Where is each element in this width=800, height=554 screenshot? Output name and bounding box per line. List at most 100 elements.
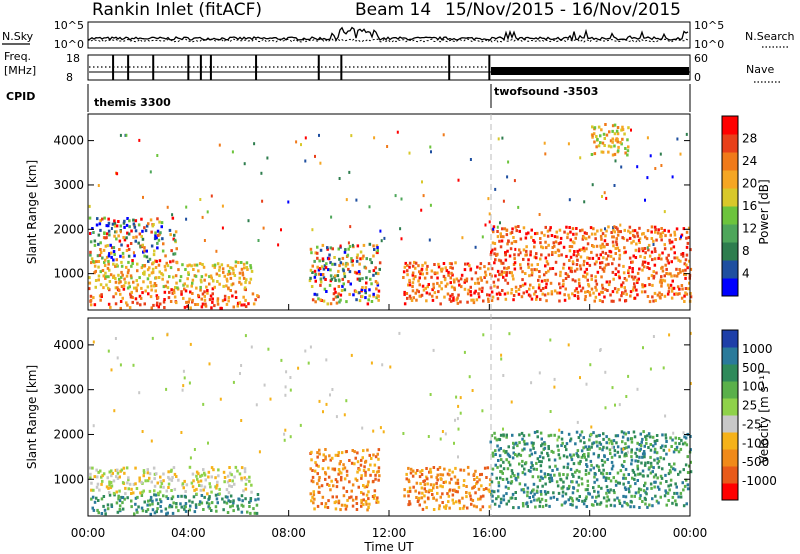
velocity-cell xyxy=(566,462,570,466)
velocity-cell xyxy=(322,453,325,457)
power-cell xyxy=(547,269,550,273)
power-cell xyxy=(211,300,214,304)
power-cell xyxy=(364,266,368,270)
power-cell xyxy=(234,290,238,294)
velocity-cell xyxy=(376,496,379,500)
velocity-cell xyxy=(134,482,137,486)
power-cell xyxy=(530,273,534,277)
velocity-cell xyxy=(502,498,506,502)
velocity-cell xyxy=(595,478,599,482)
power-cell xyxy=(681,287,684,291)
power-cell xyxy=(653,257,657,261)
power-cell xyxy=(143,302,146,306)
power-cell xyxy=(644,235,647,239)
velocity-cell xyxy=(240,466,244,470)
power-cell xyxy=(148,273,151,277)
velocity-cell xyxy=(523,467,526,471)
power-cell xyxy=(558,299,561,303)
power-cell xyxy=(676,256,679,260)
velocity-cell xyxy=(638,443,641,446)
power-cell xyxy=(327,268,330,272)
velocity-cell xyxy=(529,500,533,504)
power-cell xyxy=(396,130,399,134)
velocity-cell xyxy=(228,471,232,475)
power-cell xyxy=(688,259,691,263)
power-cell xyxy=(408,283,412,287)
velocity-cell xyxy=(104,512,107,516)
velocity-cell xyxy=(252,507,255,511)
velocity-cell xyxy=(135,487,139,490)
velocity-cell xyxy=(407,494,410,498)
power-cell xyxy=(130,276,133,280)
velocity-cell xyxy=(167,486,170,489)
power-cell xyxy=(570,270,574,274)
power-ylabel: Slant Range [km] xyxy=(25,160,39,264)
velocity-cell xyxy=(482,333,485,337)
velocity-cell xyxy=(483,466,487,470)
power-cell xyxy=(364,291,367,295)
power-cell xyxy=(108,268,111,272)
power-cell xyxy=(183,305,187,309)
velocity-cell xyxy=(156,507,159,511)
power-cell xyxy=(129,242,133,245)
power-cell xyxy=(565,254,568,258)
power-cell xyxy=(347,241,350,245)
power-cell xyxy=(593,152,597,156)
power-cell xyxy=(579,229,582,233)
velocity-cell xyxy=(225,501,229,505)
power-cell xyxy=(206,289,209,292)
power-cell xyxy=(196,303,200,306)
velocity-cell xyxy=(599,442,603,446)
velocity-cell xyxy=(584,497,588,501)
power-cell xyxy=(115,263,118,267)
velocity-cell xyxy=(473,478,476,481)
velocity-cell xyxy=(510,400,513,404)
power-cell xyxy=(104,258,107,262)
velocity-cell xyxy=(199,488,203,492)
velocity-cell xyxy=(255,403,258,407)
power-cell xyxy=(651,258,654,262)
power-cell xyxy=(682,227,686,231)
power-cell xyxy=(612,226,615,230)
power-cell xyxy=(525,232,528,236)
velocity-cell xyxy=(632,505,636,509)
power-cell xyxy=(211,297,214,301)
power-cell xyxy=(338,257,341,261)
velocity-cell xyxy=(497,495,500,499)
velocity-cell xyxy=(373,463,377,467)
power-cell xyxy=(499,292,502,296)
power-cell xyxy=(559,241,562,245)
power-cell xyxy=(506,249,509,253)
velocity-cell xyxy=(575,480,578,484)
velocity-cell xyxy=(615,441,618,445)
velocity-cell xyxy=(511,471,514,475)
power-cell xyxy=(240,267,244,271)
power-cell xyxy=(126,271,130,275)
power-cell xyxy=(237,261,240,264)
velocity-cell xyxy=(204,478,207,482)
velocity-cell xyxy=(612,439,616,443)
power-cell xyxy=(135,286,138,290)
velocity-cell xyxy=(606,489,610,492)
power-cell xyxy=(614,273,617,276)
velocity-cell xyxy=(491,499,494,503)
power-cell xyxy=(629,294,632,298)
power-cell xyxy=(620,128,623,132)
power-cell xyxy=(638,226,641,230)
power-cell xyxy=(479,262,483,266)
power-cell xyxy=(341,262,345,266)
velocity-cell xyxy=(373,494,376,498)
velocity-cell xyxy=(597,490,600,494)
freq-tick-high: 18 xyxy=(66,52,80,65)
power-cell xyxy=(461,236,464,240)
power-cell xyxy=(571,240,575,244)
velocity-cell xyxy=(526,494,529,498)
power-cell xyxy=(89,240,93,244)
velocity-cell xyxy=(450,477,453,481)
power-cell xyxy=(143,226,146,230)
velocity-cell xyxy=(414,471,418,475)
velocity-cell xyxy=(92,340,95,344)
power-cell xyxy=(360,294,364,298)
velocity-cell xyxy=(148,489,152,493)
